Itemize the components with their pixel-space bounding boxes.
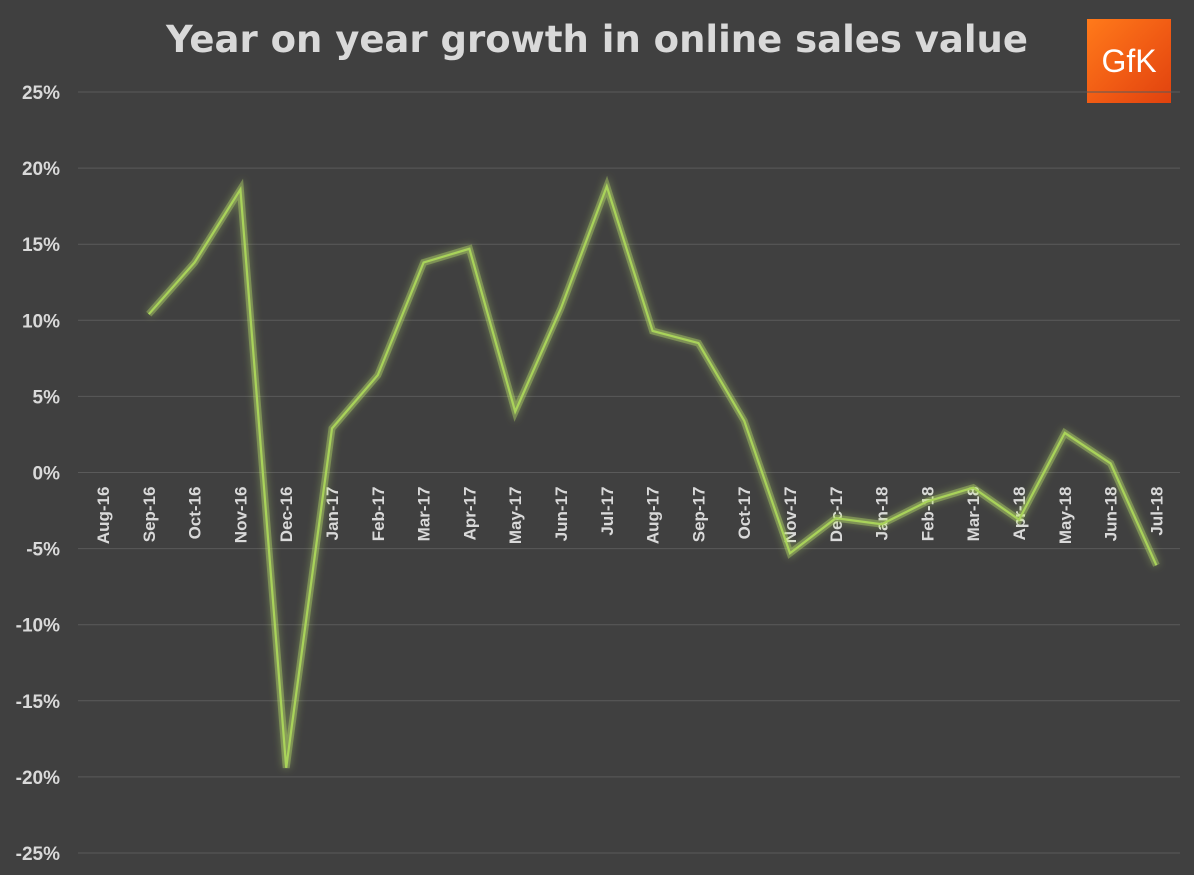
data-point — [789, 552, 791, 554]
y-tick-label: 10% — [22, 311, 60, 332]
data-point — [514, 411, 516, 413]
x-tick-label: Mar-17 — [415, 487, 434, 542]
data-point — [468, 248, 470, 250]
data-point — [972, 487, 974, 489]
x-tick-label: Nov-17 — [781, 487, 800, 544]
x-tick-label: Jun-17 — [552, 487, 571, 542]
data-point — [148, 313, 150, 315]
data-point — [560, 307, 562, 309]
y-tick-label: -15% — [16, 692, 60, 713]
data-point — [285, 767, 287, 769]
gridlines — [78, 91, 1180, 854]
data-point — [1018, 519, 1020, 521]
y-tick-label: -10% — [16, 616, 60, 637]
y-tick-label: 5% — [33, 387, 61, 408]
x-axis: Aug-16 Sep-16 Oct-16 Nov-16 Dec-16 Jan-17 Feb-… — [94, 486, 1166, 544]
data-point — [377, 374, 379, 376]
y-tick-label: 0% — [33, 464, 61, 485]
x-tick-label: Dec-16 — [277, 487, 296, 543]
series-line — [147, 183, 1158, 768]
gfk-logo: GfK — [1087, 19, 1171, 103]
y-tick-label: 25% — [22, 83, 60, 104]
x-tick-label: May-18 — [1056, 487, 1075, 545]
x-tick-label: Jun-18 — [1102, 487, 1121, 542]
data-point — [743, 420, 745, 422]
x-tick-label: Aug-17 — [644, 487, 663, 545]
y-tick-label: -20% — [16, 768, 60, 789]
data-point — [697, 342, 699, 344]
x-tick-label: Feb-18 — [918, 487, 937, 542]
x-tick-label: Oct-17 — [735, 487, 754, 540]
x-tick-label: Apr-17 — [460, 487, 479, 541]
x-tick-label: Aug-16 — [94, 487, 113, 545]
y-tick-label: 15% — [22, 235, 60, 256]
x-tick-label: Sep-16 — [140, 487, 159, 543]
x-tick-label: Jul-18 — [1147, 487, 1166, 536]
y-axis: 25% 20% 15% 10% 5% 0% -5% -10% -15% -20% -25% — [16, 83, 60, 865]
data-point — [423, 261, 425, 263]
data-point — [1064, 432, 1066, 434]
series-line-glow — [146, 175, 1160, 769]
x-tick-label: Jan-18 — [873, 487, 892, 541]
data-point — [926, 500, 928, 502]
x-tick-label: Mar-18 — [964, 486, 983, 541]
data-point — [1110, 462, 1112, 464]
data-point — [1155, 564, 1157, 566]
y-tick-label: 20% — [22, 159, 60, 180]
x-tick-label: May-17 — [506, 487, 525, 545]
series-layer — [146, 175, 1160, 769]
x-tick-label: Oct-16 — [186, 487, 205, 540]
data-point — [194, 261, 196, 263]
x-tick-label: Nov-16 — [231, 487, 250, 544]
data-point — [239, 188, 241, 190]
data-point — [331, 427, 333, 429]
x-tick-label: Sep-17 — [689, 487, 708, 543]
x-tick-label: Jul-17 — [598, 487, 617, 536]
data-point — [606, 185, 608, 187]
y-tick-label: -25% — [16, 844, 60, 865]
x-tick-label: Jan-17 — [323, 487, 342, 541]
data-point — [835, 517, 837, 519]
data-point — [881, 523, 883, 525]
data-point — [652, 330, 654, 332]
x-tick-label: Feb-17 — [369, 487, 388, 542]
chart-title: Year on year growth in online sales valu… — [165, 18, 1028, 61]
y-tick-label: -5% — [26, 540, 60, 561]
x-tick-label: Dec-17 — [827, 487, 846, 543]
